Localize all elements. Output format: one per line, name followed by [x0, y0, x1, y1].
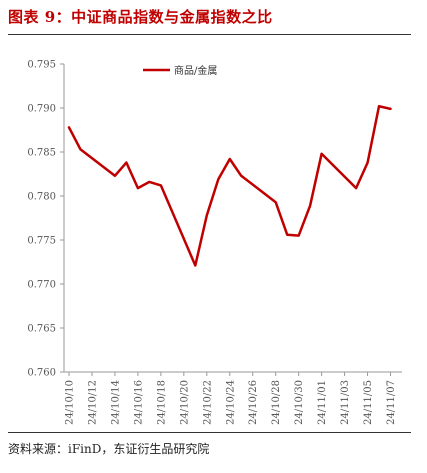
x-tick-label: 24/10/28	[271, 380, 282, 425]
y-tick-label: 0.795	[27, 60, 56, 71]
y-tick-label: 0.785	[27, 148, 56, 159]
y-tick-label: 0.775	[27, 236, 56, 247]
x-tick-label: 24/11/05	[363, 380, 374, 425]
x-tick-label: 24/10/22	[202, 380, 213, 425]
y-tick-label: 0.780	[27, 192, 56, 203]
chart-title: 图表 9：中证商品指数与金属指数之比	[8, 8, 273, 26]
source-note: 资料来源：iFinD，东证衍生品研究院	[8, 442, 210, 456]
x-tick-label: 24/11/01	[317, 380, 328, 425]
y-tick-label: 0.765	[27, 324, 56, 335]
x-tick-label: 24/10/30	[294, 380, 305, 425]
x-tick-label: 24/10/20	[179, 380, 190, 425]
x-tick-label: 24/10/16	[133, 380, 144, 425]
x-tick-label: 24/10/12	[87, 380, 98, 425]
x-tick-label: 24/10/18	[156, 380, 167, 425]
x-tick-label: 24/11/03	[340, 380, 351, 425]
x-tick-label: 24/10/24	[225, 380, 236, 425]
x-tick-label: 24/10/10	[65, 380, 76, 425]
legend-label: 商品/金属	[174, 64, 217, 77]
bottom-divider	[8, 432, 411, 433]
top-divider	[8, 34, 411, 35]
x-tick-label: 24/11/07	[386, 380, 397, 425]
series-line-0	[67, 104, 392, 267]
y-tick-label: 0.790	[27, 104, 56, 115]
x-tick-label: 24/10/14	[110, 380, 121, 425]
y-tick-label: 0.770	[27, 280, 56, 291]
y-tick-label: 0.760	[27, 368, 56, 379]
x-tick-label: 24/10/26	[248, 380, 259, 425]
